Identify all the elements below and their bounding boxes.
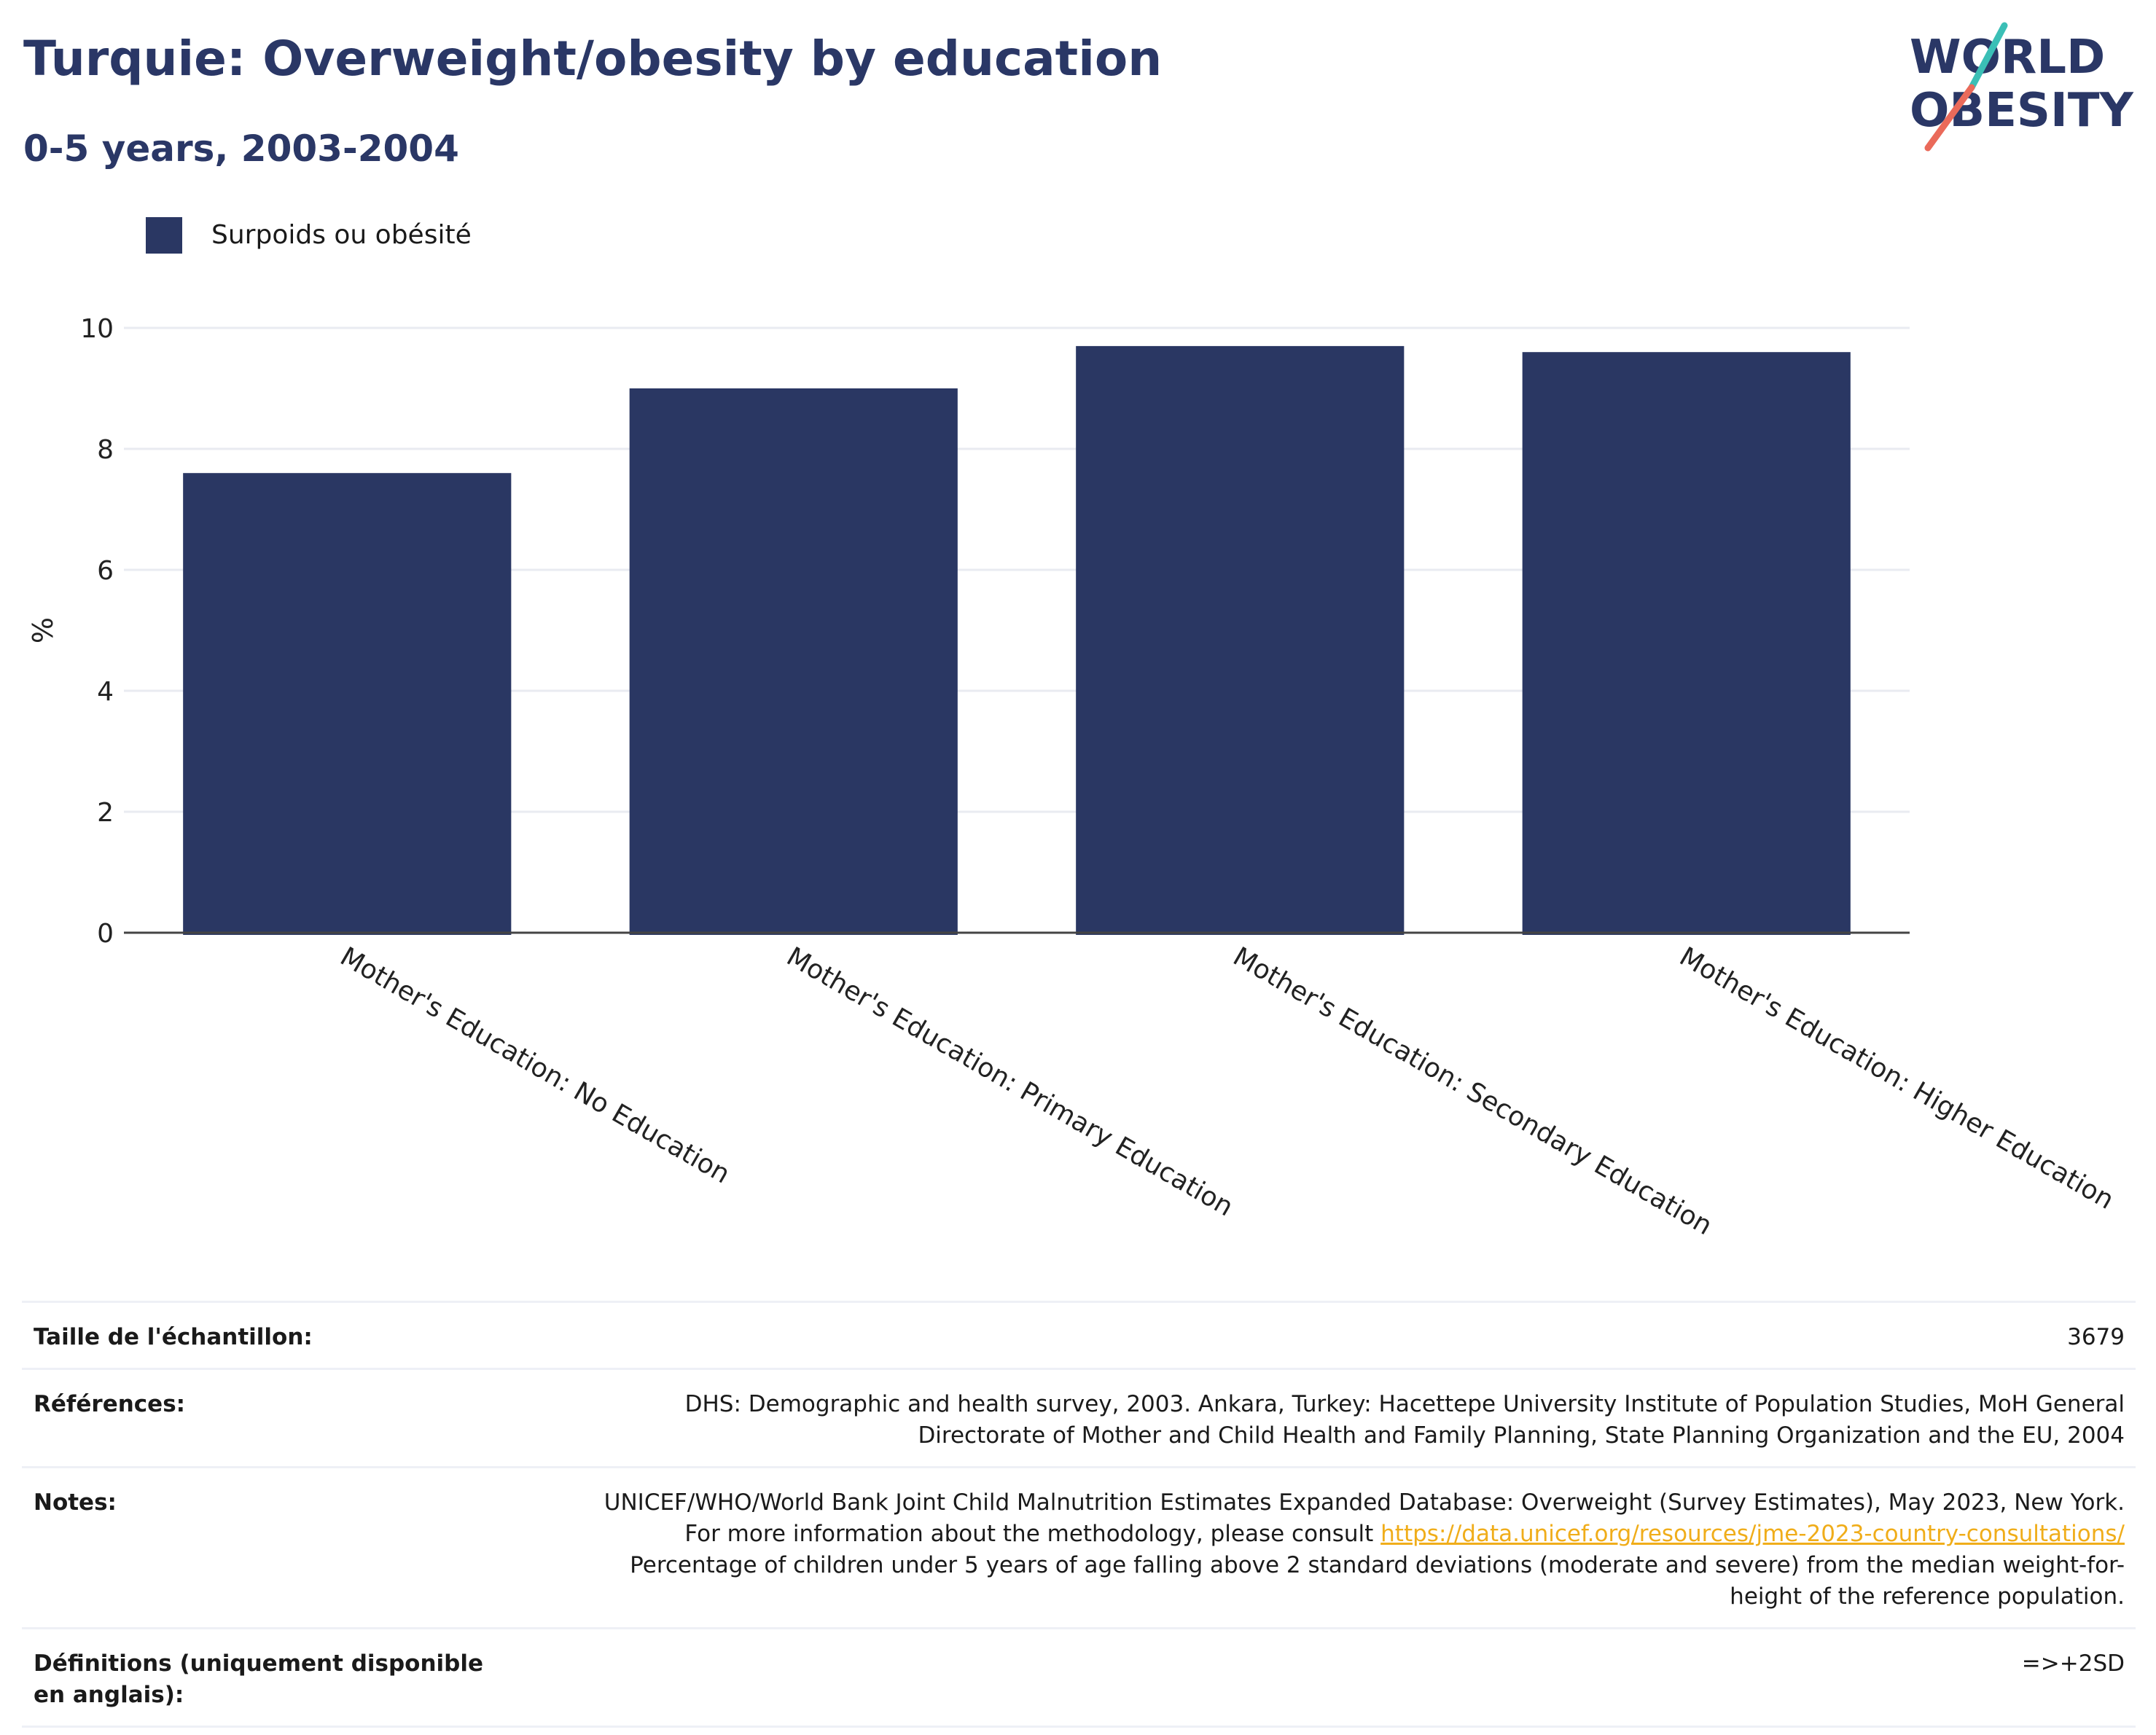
- bar[interactable]: [183, 473, 512, 935]
- definitions-value: =>+2SD: [2021, 1650, 2125, 1677]
- chart-subtitle: 0-5 years, 2003-2004: [23, 128, 459, 170]
- sample-size-label: Taille de l'échantillon:: [34, 1324, 313, 1350]
- sample-size-value: 3679: [2067, 1324, 2125, 1350]
- references-label: Références:: [34, 1391, 186, 1417]
- x-tick-label: Mother's Education: No Education: [335, 941, 735, 1189]
- y-tick-label: 8: [97, 435, 114, 465]
- notes-value: UNICEF/WHO/World Bank Joint Child Malnut…: [601, 1487, 2125, 1613]
- notes-text: UNICEF/WHO/World Bank Joint Child Malnut…: [604, 1489, 2125, 1547]
- definitions-row: Définitions (uniquement disponible en an…: [22, 1629, 2136, 1728]
- legend-swatch: [146, 217, 182, 254]
- bar[interactable]: [1522, 352, 1851, 935]
- sample-size-row: Taille de l'échantillon: 3679: [22, 1303, 2136, 1370]
- legend-label: Surpoids ou obésité: [211, 220, 472, 250]
- x-tick-label: Mother's Education: Primary Education: [781, 941, 1238, 1222]
- logo-slash-coral: [1924, 84, 1975, 152]
- x-tick-label: Mother's Education: Secondary Education: [1228, 941, 1717, 1241]
- references-value: DHS: Demographic and health survey, 2003…: [684, 1391, 2125, 1449]
- notes-link[interactable]: https://data.unicef.org/resources/jme-20…: [1380, 1521, 2125, 1547]
- bar[interactable]: [629, 388, 958, 935]
- logo-text-obesity: OBESITY: [1910, 84, 2133, 138]
- x-tick-label: Mother's Education: Higher Education: [1674, 941, 2119, 1215]
- y-tick-label: 0: [97, 919, 114, 949]
- y-tick-label: 4: [97, 677, 114, 707]
- notes-definition: Percentage of children under 5 years of …: [630, 1552, 2125, 1610]
- references-row: Références: DHS: Demographic and health …: [22, 1370, 2136, 1468]
- y-tick-label: 6: [97, 556, 114, 586]
- bar[interactable]: [1076, 345, 1405, 935]
- info-table: Taille de l'échantillon: 3679 Références…: [22, 1301, 2136, 1728]
- world-obesity-logo[interactable]: WORLD OBESITY: [1895, 18, 2143, 157]
- y-axis-label: %: [27, 617, 59, 643]
- logo-text-world: WORLD: [1910, 31, 2105, 85]
- bars: [183, 345, 1851, 935]
- y-tick-label: 10: [80, 314, 114, 344]
- chart-title: Turquie: Overweight/obesity by education: [23, 31, 1163, 87]
- logo-slash-teal: [1968, 22, 2008, 91]
- notes-row: Notes: UNICEF/WHO/World Bank Joint Child…: [22, 1468, 2136, 1629]
- y-tick-label: 2: [97, 798, 114, 828]
- notes-label: Notes:: [34, 1489, 117, 1516]
- definitions-label: Définitions (uniquement disponible en an…: [34, 1650, 484, 1708]
